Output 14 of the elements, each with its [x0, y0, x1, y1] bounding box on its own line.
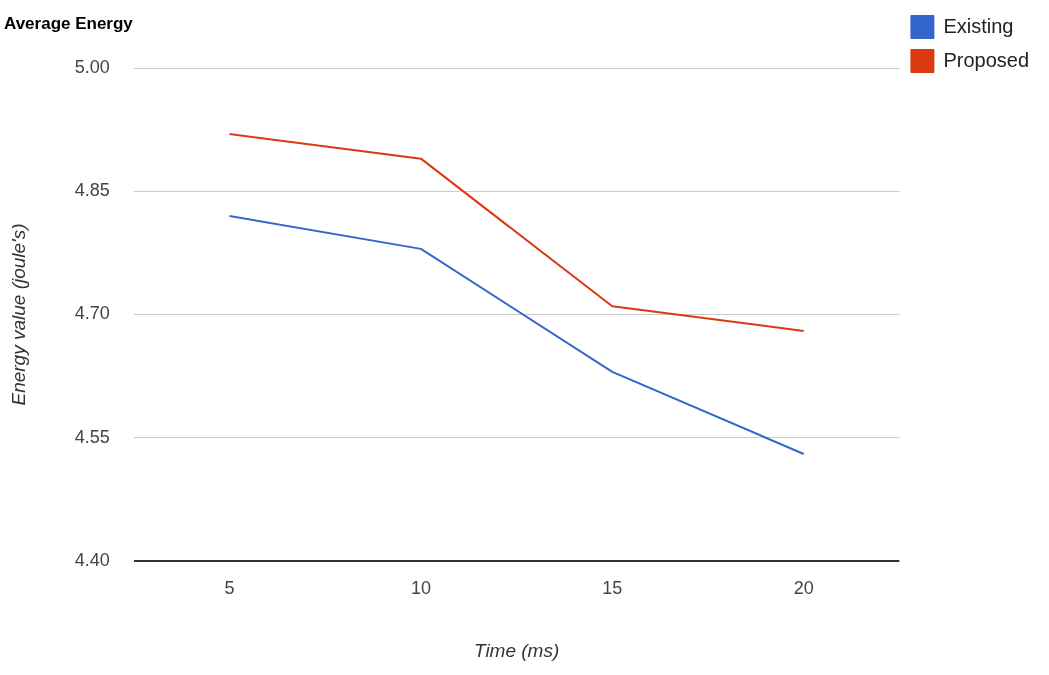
x-tick-label: 10	[410, 578, 431, 599]
y-tick-label: 4.85	[74, 180, 110, 201]
x-tick-label: 5	[224, 578, 235, 599]
legend-label: Proposed	[943, 48, 1030, 71]
x-tick-label: 15	[602, 578, 623, 599]
y-tick-label: 4.70	[74, 303, 110, 324]
x-tick-label: 20	[793, 578, 814, 599]
x-axis-title: Time (ms)	[473, 639, 560, 661]
chart-title: Average Energy	[4, 13, 134, 33]
y-axis-title: Energy value (joule's)	[7, 223, 29, 406]
y-tick-label: 4.55	[74, 426, 110, 447]
legend-label: Existing	[943, 14, 1014, 37]
y-tick-label: 5.00	[74, 57, 110, 78]
y-tick-label: 4.40	[74, 549, 110, 570]
